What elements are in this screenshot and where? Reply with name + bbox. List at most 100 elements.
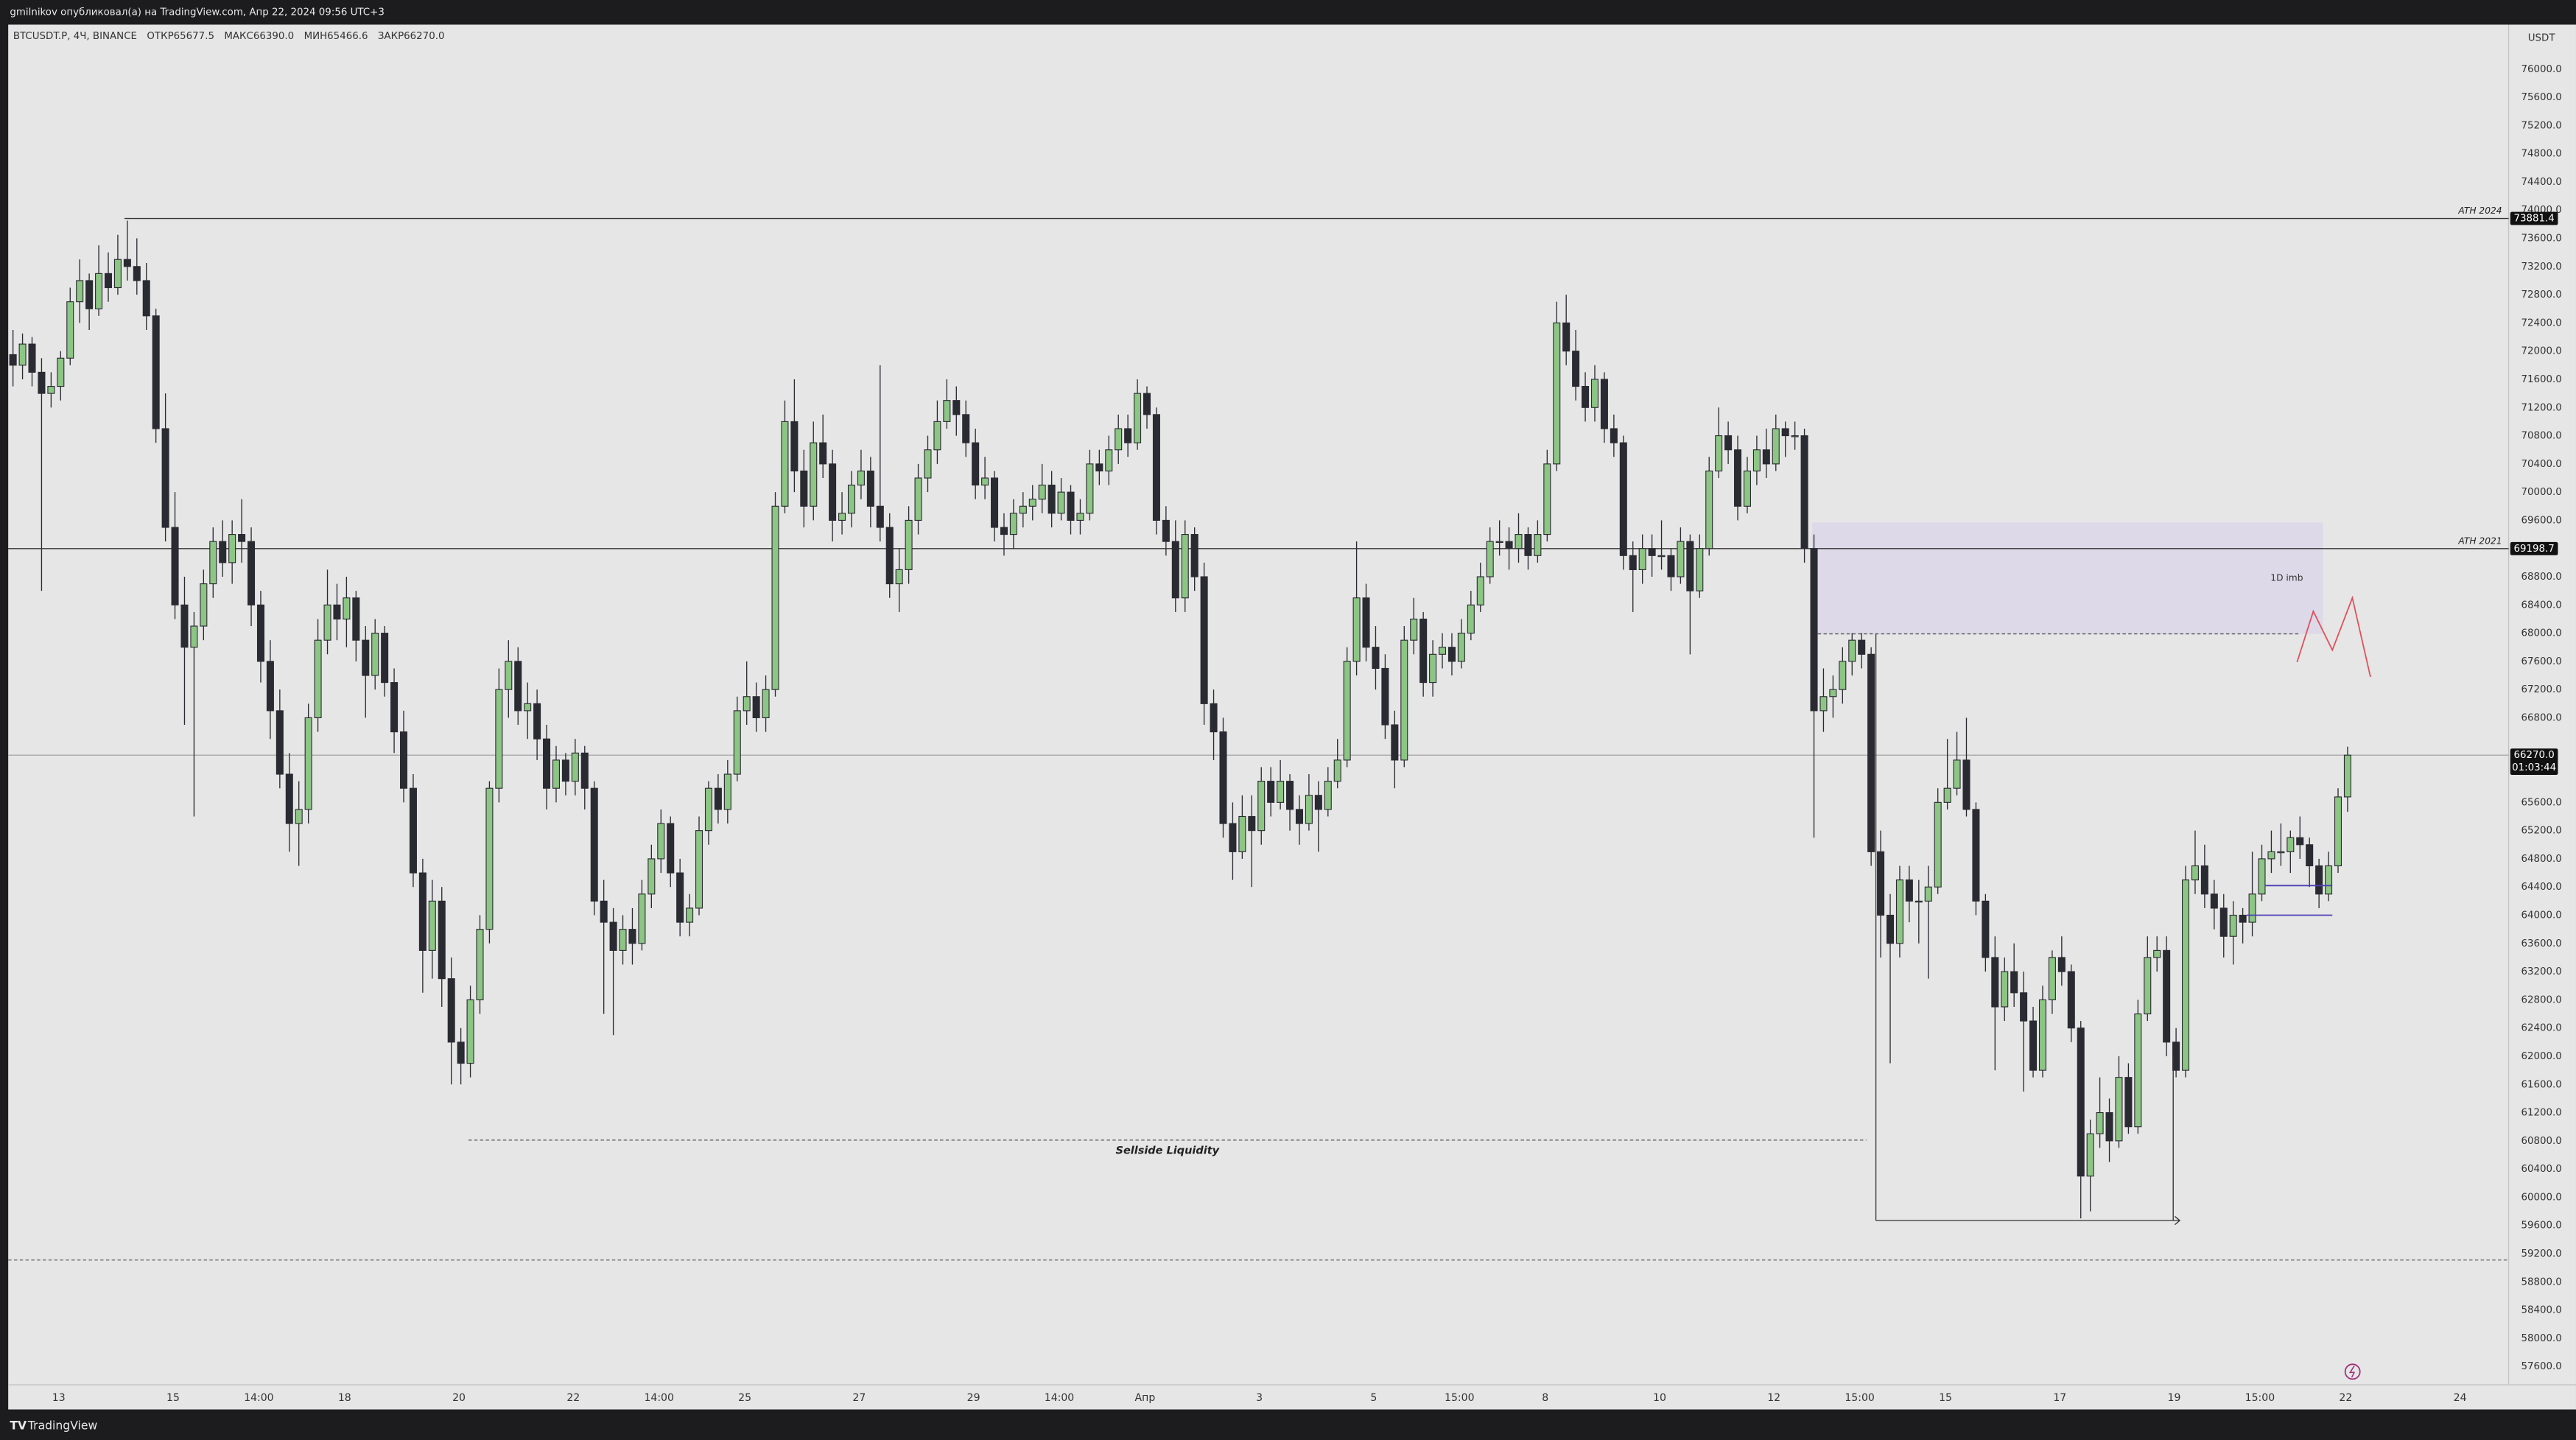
candle-body xyxy=(1400,639,1408,761)
x-tick-label: 14:00 xyxy=(644,1392,673,1404)
candle-body xyxy=(723,773,731,810)
candle-body xyxy=(876,505,884,528)
candle-body xyxy=(2020,992,2028,1022)
candle-body xyxy=(1429,653,1437,684)
candle-body xyxy=(1009,513,1017,535)
candle-body xyxy=(1877,851,1885,916)
candle-body xyxy=(1190,534,1198,577)
candle-body xyxy=(1858,639,1866,655)
candle-body xyxy=(113,259,122,289)
candle-body xyxy=(9,354,17,366)
candle-body xyxy=(933,421,941,451)
candle-body xyxy=(638,893,646,944)
y-tick-label: 58000.0 xyxy=(2521,1333,2561,1344)
candle-body xyxy=(895,569,903,585)
candle-body xyxy=(1362,597,1370,648)
candle-body xyxy=(1562,322,1570,352)
candle-body xyxy=(1076,513,1084,521)
candle-body xyxy=(2048,957,2056,1000)
legend-item: ОТКР xyxy=(147,31,173,42)
x-tick-label: 10 xyxy=(1653,1392,1666,1404)
candle-body xyxy=(1724,435,1733,451)
candle-body xyxy=(2267,851,2275,860)
candle-body xyxy=(2077,1028,2085,1177)
y-tick-label: 70800.0 xyxy=(2521,431,2561,442)
y-tick-label: 71200.0 xyxy=(2521,402,2561,413)
candle-body xyxy=(991,477,999,528)
y-tick-label: 59200.0 xyxy=(2521,1248,2561,1260)
candle-body xyxy=(1486,541,1494,577)
candle-body xyxy=(1734,449,1742,507)
candle-body xyxy=(1343,661,1351,761)
candle-body xyxy=(1743,470,1751,507)
candle-body xyxy=(1305,795,1313,824)
legend-item: 65677.5 xyxy=(174,31,214,42)
x-tick-label: 17 xyxy=(2053,1392,2066,1404)
candle-body xyxy=(1657,555,1666,558)
candle-body xyxy=(1134,393,1142,443)
candle-body xyxy=(1447,647,1456,662)
candle-body xyxy=(561,759,569,782)
x-tick-label: 15:00 xyxy=(2245,1392,2275,1404)
candle-body xyxy=(543,738,551,789)
candle-body xyxy=(571,752,579,782)
y-tick-label: 74800.0 xyxy=(2521,149,2561,160)
y-tick-label: 65600.0 xyxy=(2521,797,2561,808)
ath-label: ATH 2021 xyxy=(2457,535,2502,546)
candle-body xyxy=(123,259,131,267)
legend-item: 65466.6 xyxy=(327,31,368,42)
candle-body xyxy=(1638,548,1646,570)
candle-body xyxy=(1047,485,1056,514)
candle-body xyxy=(1619,442,1627,556)
candle-body xyxy=(1582,385,1590,408)
y-tick-label: 58800.0 xyxy=(2521,1276,2561,1288)
candle-body xyxy=(1839,661,1847,690)
y-tick-label: 67200.0 xyxy=(2521,684,2561,695)
candle-body xyxy=(381,633,389,684)
candle-body xyxy=(2134,1013,2142,1128)
candle-body xyxy=(409,787,417,874)
candle-body xyxy=(1867,653,1875,852)
price-axis xyxy=(2508,24,2576,1385)
candle-body xyxy=(1572,351,1580,387)
alert-icon[interactable] xyxy=(2344,1363,2361,1380)
candle-body xyxy=(981,477,989,486)
candle-body xyxy=(1886,914,1895,944)
candle-body xyxy=(857,470,865,486)
candle-body xyxy=(1457,633,1465,662)
candle-body xyxy=(2172,1042,2180,1071)
candle-body xyxy=(1248,815,1256,832)
plot-area xyxy=(8,24,2509,1385)
y-tick-label: 66800.0 xyxy=(2521,712,2561,723)
candle-body xyxy=(600,900,608,923)
y-tick-label: 57600.0 xyxy=(2521,1361,2561,1372)
candle-body xyxy=(943,400,951,422)
candle-body xyxy=(47,385,55,394)
candle-body xyxy=(180,604,189,648)
candle-body xyxy=(647,858,656,895)
candle-body xyxy=(1105,449,1113,471)
candle-body xyxy=(1505,541,1513,549)
candle-body xyxy=(2010,971,2018,994)
candle-body xyxy=(1667,555,1675,577)
candle-body xyxy=(1381,667,1389,726)
x-tick-label: 24 xyxy=(2454,1392,2467,1404)
legend-item: ЗАКР xyxy=(378,31,404,42)
legend-item: BTCUSDT.P, 4Ч, BINANCE xyxy=(13,31,137,42)
price-box-label: 66270.0 xyxy=(2513,750,2554,761)
candle-body xyxy=(304,717,312,810)
candle-body xyxy=(1781,428,1789,437)
candle-body xyxy=(323,604,331,641)
candle-body xyxy=(1333,759,1341,782)
candle-body xyxy=(619,929,627,951)
candle-body xyxy=(1629,555,1637,570)
candle-body xyxy=(447,978,455,1043)
candle-body xyxy=(743,696,751,712)
candle-body xyxy=(1067,491,1075,521)
y-tick-label: 71600.0 xyxy=(2521,374,2561,385)
candle-body xyxy=(1762,449,1770,465)
candle-body xyxy=(2219,907,2228,937)
y-tick-label: 75600.0 xyxy=(2521,92,2561,103)
x-tick-label: 29 xyxy=(967,1392,980,1404)
